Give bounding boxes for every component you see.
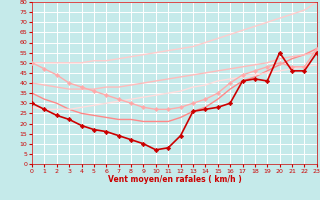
- X-axis label: Vent moyen/en rafales ( km/h ): Vent moyen/en rafales ( km/h ): [108, 175, 241, 184]
